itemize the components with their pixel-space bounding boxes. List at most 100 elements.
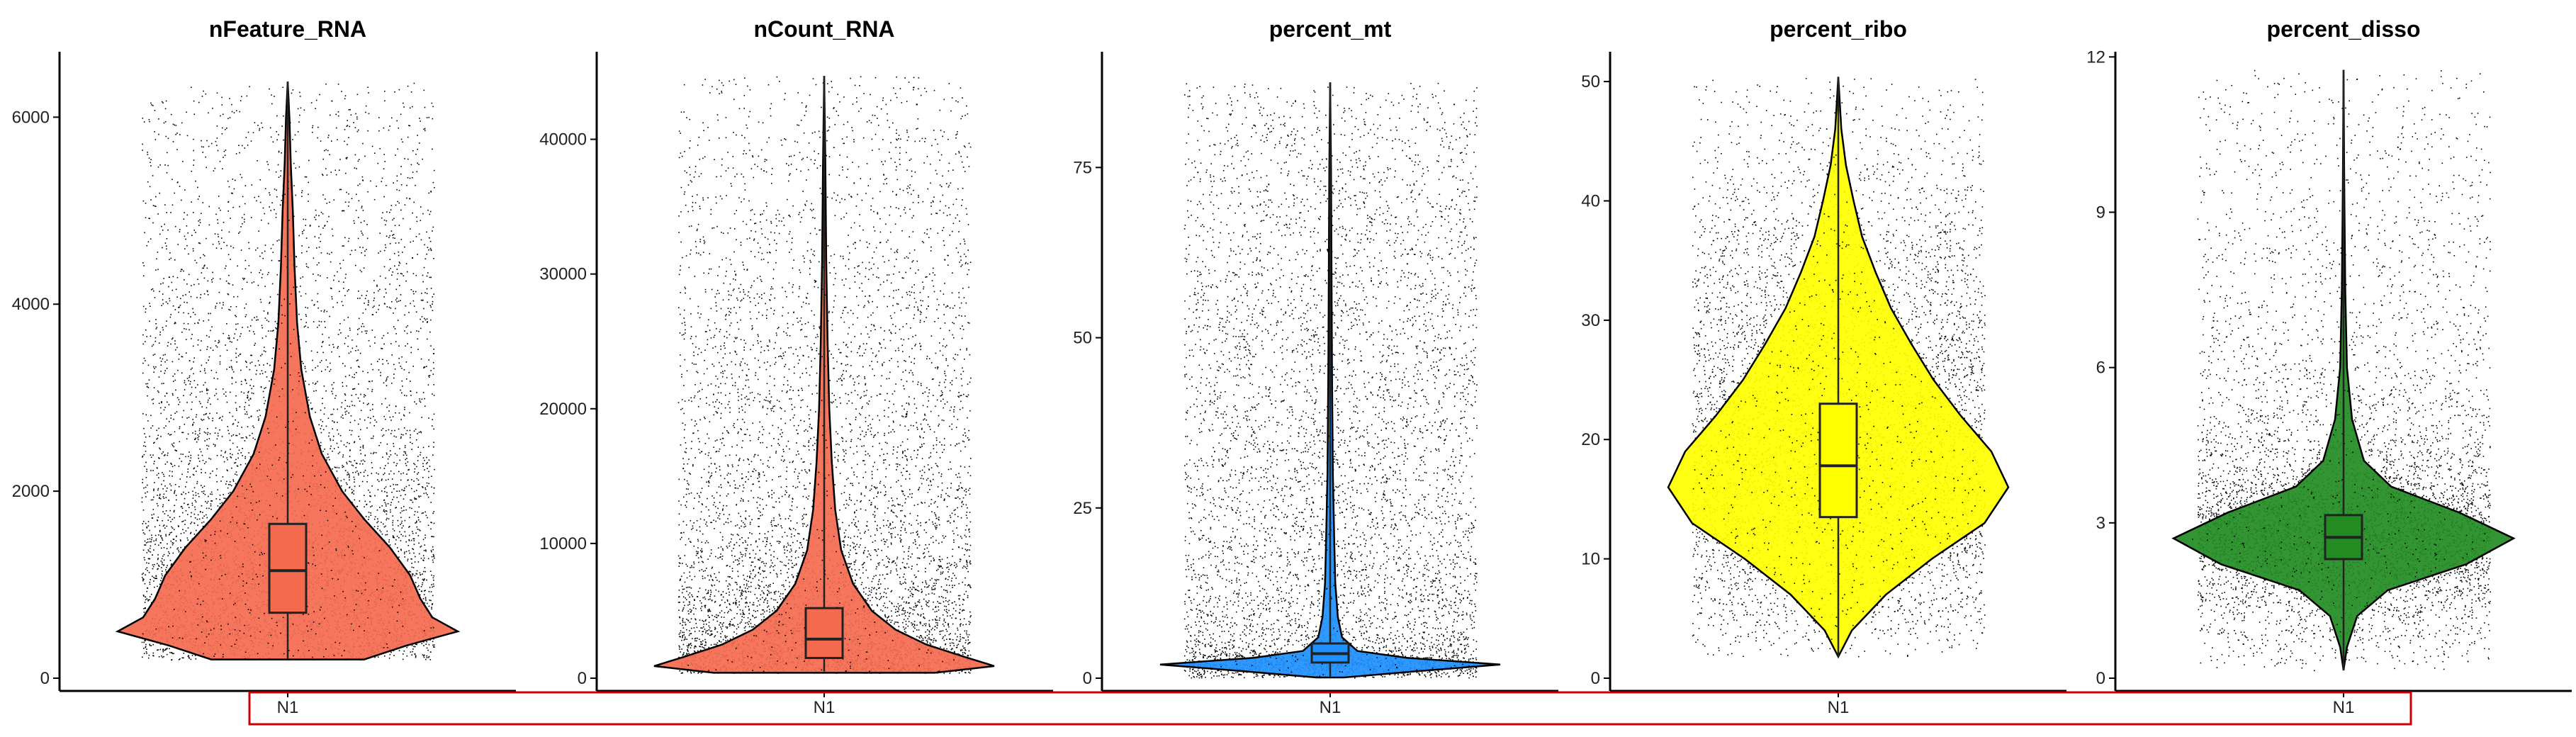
cell-point xyxy=(170,415,172,416)
cell-point xyxy=(235,315,237,317)
cell-point xyxy=(195,180,196,182)
cell-point xyxy=(207,416,209,418)
cell-point xyxy=(367,130,369,132)
cell-point xyxy=(356,168,357,169)
cell-point xyxy=(221,133,223,135)
cell-point xyxy=(434,468,435,471)
cell-point xyxy=(171,361,174,363)
cell-point xyxy=(229,484,231,485)
cell-point xyxy=(347,471,349,473)
cell-point xyxy=(400,479,402,481)
cell-point xyxy=(325,198,326,200)
cell-point xyxy=(424,597,427,598)
cell-point xyxy=(163,493,165,495)
cell-point xyxy=(217,432,219,434)
cell-point xyxy=(429,570,432,572)
cell-point xyxy=(225,483,227,485)
cell-point xyxy=(276,322,278,325)
cell-point xyxy=(405,263,407,264)
cell-point xyxy=(357,237,359,240)
cell-point xyxy=(193,159,195,161)
cell-point xyxy=(393,234,395,235)
cell-point xyxy=(317,381,318,383)
cell-point xyxy=(240,437,242,439)
cell-point xyxy=(168,500,169,501)
violin-panels: nFeature_RNA0200040006000N1nCount_RNA010… xyxy=(12,16,2572,717)
cell-point xyxy=(216,412,218,414)
cell-point xyxy=(393,461,395,463)
cell-point xyxy=(415,656,417,658)
cell-point xyxy=(407,461,409,463)
cell-point xyxy=(304,176,306,178)
cell-point xyxy=(308,266,309,269)
cell-point xyxy=(212,417,214,420)
cell-point xyxy=(264,188,266,189)
cell-point xyxy=(184,212,185,213)
cell-point xyxy=(242,437,244,439)
cell-point xyxy=(162,511,164,512)
cell-point xyxy=(206,514,207,516)
cell-point xyxy=(413,293,415,295)
cell-point xyxy=(264,250,266,252)
cell-point xyxy=(347,317,349,318)
cell-point xyxy=(354,405,356,407)
cell-point xyxy=(392,528,394,530)
cell-point xyxy=(392,271,393,273)
cell-point xyxy=(417,338,419,339)
cell-point xyxy=(222,168,223,169)
cell-point xyxy=(378,308,379,310)
cell-point xyxy=(157,520,159,522)
cell-point xyxy=(188,253,189,255)
cell-point xyxy=(351,405,354,406)
cell-point xyxy=(190,516,192,517)
cell-point xyxy=(263,310,265,312)
cell-point xyxy=(172,337,174,339)
cell-point xyxy=(415,311,417,313)
cell-point xyxy=(270,247,272,249)
cell-point xyxy=(410,347,412,348)
cell-point xyxy=(310,408,312,410)
cell-point xyxy=(236,474,238,476)
cell-point xyxy=(295,167,297,169)
cell-point xyxy=(142,413,144,415)
cell-point xyxy=(386,211,388,213)
cell-point xyxy=(193,380,196,381)
cell-point xyxy=(219,429,220,431)
cell-point xyxy=(142,510,145,511)
cell-point xyxy=(344,343,346,344)
cell-point xyxy=(421,316,423,317)
cell-point xyxy=(186,111,187,113)
cell-point xyxy=(162,570,163,572)
cell-point xyxy=(364,220,365,222)
cell-point xyxy=(214,444,216,446)
cell-point xyxy=(154,131,155,133)
cell-point xyxy=(269,380,270,382)
cell-point xyxy=(389,450,391,451)
cell-point xyxy=(260,301,262,303)
cell-point xyxy=(164,513,166,514)
cell-point xyxy=(167,401,168,403)
cell-point xyxy=(235,323,237,325)
cell-point xyxy=(317,293,319,295)
cell-point xyxy=(251,354,253,356)
cell-point xyxy=(393,537,395,539)
cell-point xyxy=(325,368,327,371)
cell-point xyxy=(190,658,192,660)
cell-point xyxy=(154,205,156,207)
cell-point xyxy=(203,419,205,420)
cell-point xyxy=(320,419,322,421)
cell-point xyxy=(274,209,275,210)
cell-point xyxy=(249,86,250,88)
cell-point xyxy=(157,519,158,521)
cell-point xyxy=(163,278,164,279)
cell-point xyxy=(370,512,371,514)
cell-point xyxy=(339,263,341,264)
cell-point xyxy=(305,266,308,267)
cell-point xyxy=(393,435,395,437)
cell-point xyxy=(342,210,343,212)
cell-point xyxy=(332,393,334,395)
cell-point xyxy=(221,96,223,99)
cell-point xyxy=(143,445,145,446)
cell-point xyxy=(222,415,223,417)
cell-point xyxy=(372,404,373,405)
